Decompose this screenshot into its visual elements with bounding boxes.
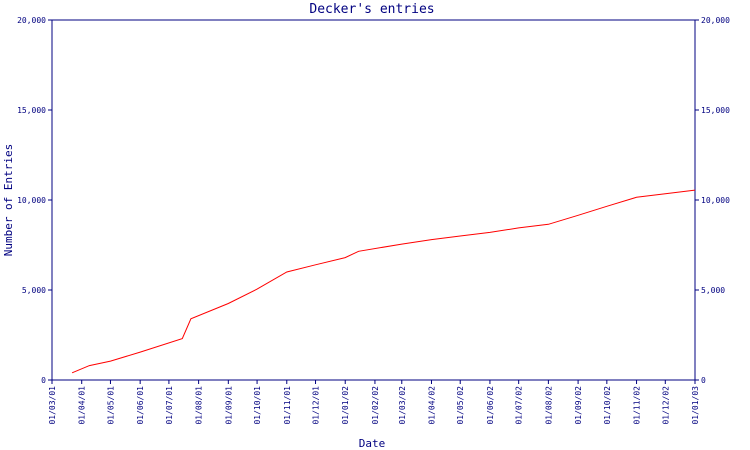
x-tick-label: 01/10/02 <box>603 386 612 425</box>
x-tick-label: 01/10/01 <box>253 386 262 425</box>
x-tick-label: 01/08/02 <box>544 386 553 425</box>
y-tick-label-right: 5,000 <box>701 286 725 295</box>
x-tick-label: 01/11/02 <box>633 386 642 425</box>
x-tick-label: 01/02/02 <box>371 386 380 425</box>
x-tick-label: 01/07/02 <box>515 386 524 425</box>
y-tick-label: 5,000 <box>22 286 46 295</box>
x-tick-label: 01/09/02 <box>574 386 583 425</box>
chart-title: Decker's entries <box>309 2 434 17</box>
x-tick-label: 01/01/03 <box>691 386 700 425</box>
y-tick-label: 0 <box>41 376 46 385</box>
y-axis-left: 0 5,000 10,000 15,000 20,000 <box>17 16 52 385</box>
y-tick-label-right: 20,000 <box>701 16 730 25</box>
y-tick-label-right: 0 <box>701 376 706 385</box>
y-axis-label: Number of Entries <box>2 144 15 257</box>
x-tick-label: 01/06/02 <box>486 386 495 425</box>
x-tick-label: 01/08/01 <box>195 386 204 425</box>
x-tick-label: 01/04/02 <box>427 386 436 425</box>
x-axis-label: Date <box>359 437 386 450</box>
x-tick-label: 01/04/01 <box>78 386 87 425</box>
x-tick-label: 01/06/01 <box>136 386 145 425</box>
x-axis: 01/03/01 01/04/01 01/05/01 01/06/01 01/07/01… <box>48 380 700 425</box>
x-tick-label: 01/12/01 <box>312 386 321 425</box>
x-tick-label: 01/05/01 <box>106 386 115 425</box>
x-tick-label: 01/09/01 <box>224 386 233 425</box>
y-tick-label-right: 10,000 <box>701 196 730 205</box>
x-tick-label: 01/05/02 <box>456 386 465 425</box>
y-tick-label: 10,000 <box>17 196 46 205</box>
x-tick-label: 01/01/02 <box>341 386 350 425</box>
y-tick-label-right: 15,000 <box>701 106 730 115</box>
x-tick-label: 01/03/02 <box>398 386 407 425</box>
series-line <box>71 189 696 374</box>
x-tick-label: 01/07/01 <box>165 386 174 425</box>
y-tick-label: 15,000 <box>17 106 46 115</box>
y-tick-label: 20,000 <box>17 16 46 25</box>
x-tick-label: 01/12/02 <box>661 386 670 425</box>
x-tick-label: 01/03/01 <box>48 386 57 425</box>
x-tick-label: 01/11/01 <box>283 386 292 425</box>
y-axis-right: 0 5,000 10,000 15,000 20,000 <box>695 16 730 385</box>
plot-frame <box>51 19 696 381</box>
series-group <box>71 189 696 374</box>
